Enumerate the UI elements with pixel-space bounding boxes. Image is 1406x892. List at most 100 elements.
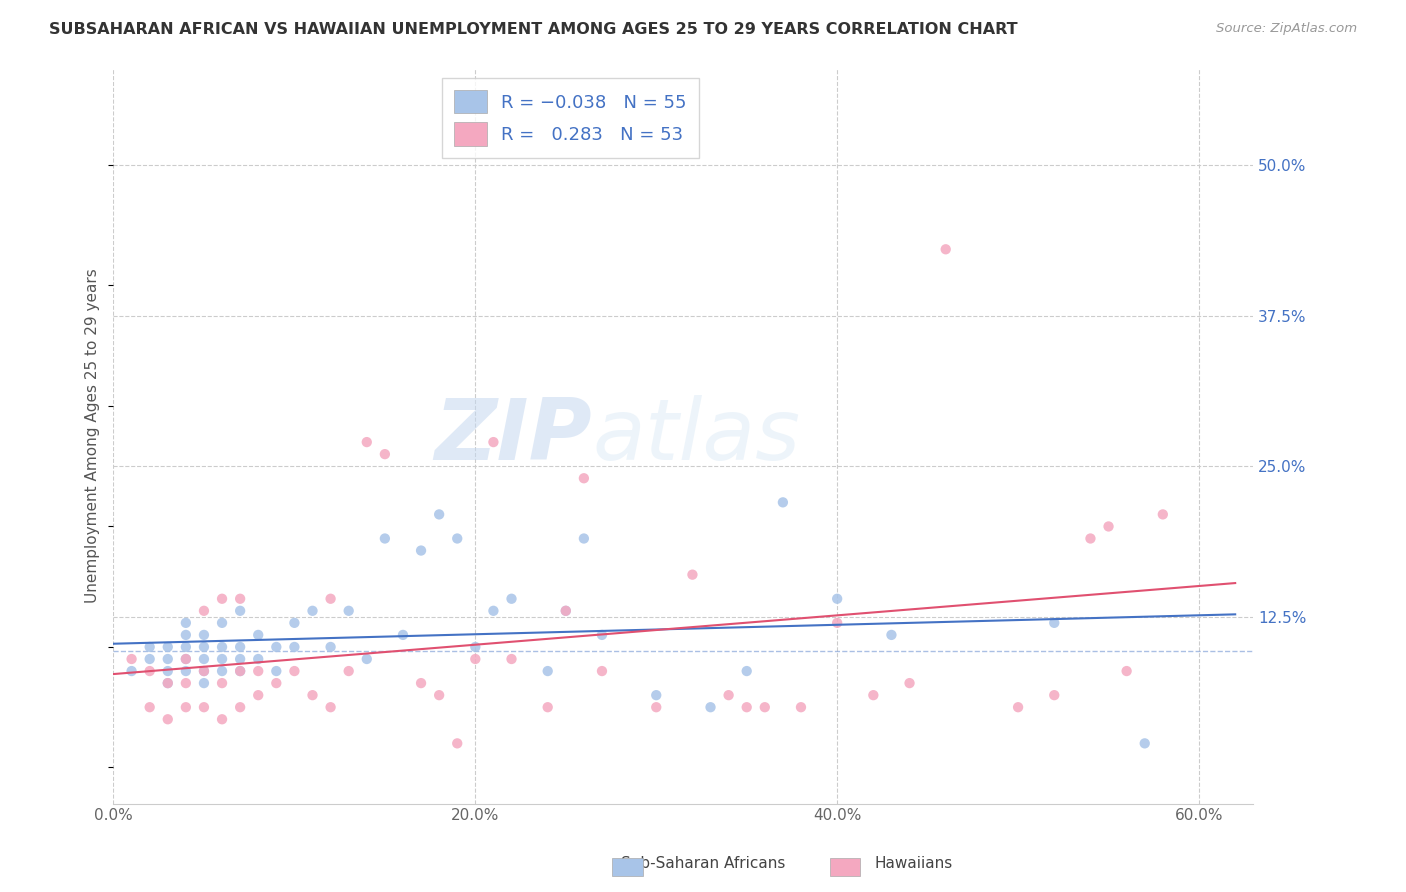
Point xyxy=(1080,532,1102,546)
Point xyxy=(1043,615,1066,630)
Legend: R = −0.038   N = 55, R =   0.283   N = 53: R = −0.038 N = 55, R = 0.283 N = 53 xyxy=(441,78,699,158)
Point xyxy=(537,700,560,714)
Point xyxy=(247,664,270,678)
Point xyxy=(356,435,378,450)
Point xyxy=(681,567,703,582)
Point xyxy=(156,652,179,666)
Point xyxy=(446,532,468,546)
Point xyxy=(825,615,848,630)
Point xyxy=(1007,700,1029,714)
Point xyxy=(554,604,576,618)
Point xyxy=(174,652,197,666)
Point xyxy=(392,628,415,642)
Point xyxy=(247,688,270,702)
Point xyxy=(374,532,396,546)
Point xyxy=(537,664,560,678)
Point xyxy=(337,604,360,618)
Point xyxy=(174,640,197,654)
Point xyxy=(156,664,179,678)
Point xyxy=(427,688,450,702)
Point xyxy=(591,664,613,678)
Point xyxy=(156,640,179,654)
Text: Hawaiians: Hawaiians xyxy=(875,856,953,871)
Point xyxy=(229,591,252,606)
Point xyxy=(337,664,360,678)
Point xyxy=(229,664,252,678)
Point xyxy=(772,495,794,509)
Point xyxy=(138,652,160,666)
Point xyxy=(645,700,668,714)
Point xyxy=(283,664,305,678)
Point xyxy=(591,628,613,642)
Point xyxy=(283,640,305,654)
Point xyxy=(174,628,197,642)
Point xyxy=(482,604,505,618)
Point xyxy=(572,532,595,546)
Text: ZIP: ZIP xyxy=(434,394,592,477)
Point xyxy=(229,700,252,714)
Point xyxy=(319,700,342,714)
Point xyxy=(754,700,776,714)
Point xyxy=(446,736,468,750)
Point xyxy=(735,664,758,678)
Point xyxy=(138,640,160,654)
Point xyxy=(1043,688,1066,702)
Point xyxy=(501,591,523,606)
Point xyxy=(283,615,305,630)
Point xyxy=(1133,736,1156,750)
Point xyxy=(174,664,197,678)
Point xyxy=(174,700,197,714)
Point xyxy=(319,591,342,606)
Point xyxy=(374,447,396,461)
Point xyxy=(193,652,215,666)
Point xyxy=(247,652,270,666)
Point xyxy=(193,604,215,618)
Point xyxy=(1115,664,1137,678)
Point xyxy=(121,652,143,666)
Point xyxy=(464,640,486,654)
Point xyxy=(211,615,233,630)
Point xyxy=(211,664,233,678)
Point xyxy=(482,435,505,450)
Point xyxy=(156,676,179,690)
Point xyxy=(174,615,197,630)
Text: atlas: atlas xyxy=(592,394,800,477)
Point xyxy=(409,543,432,558)
Point xyxy=(266,676,288,690)
Point xyxy=(572,471,595,485)
Point xyxy=(211,676,233,690)
Text: Sub-Saharan Africans: Sub-Saharan Africans xyxy=(621,856,785,871)
Point xyxy=(193,676,215,690)
Point xyxy=(409,676,432,690)
Point xyxy=(229,664,252,678)
Point xyxy=(174,652,197,666)
Point xyxy=(266,664,288,678)
Point xyxy=(266,640,288,654)
Point xyxy=(138,664,160,678)
Point xyxy=(717,688,740,702)
Point xyxy=(121,664,143,678)
Y-axis label: Unemployment Among Ages 25 to 29 years: Unemployment Among Ages 25 to 29 years xyxy=(86,268,100,604)
Point xyxy=(229,640,252,654)
Point xyxy=(645,688,668,702)
Point xyxy=(229,652,252,666)
Point xyxy=(193,664,215,678)
Point xyxy=(898,676,921,690)
Point xyxy=(301,604,323,618)
Point xyxy=(156,676,179,690)
Point xyxy=(1152,508,1174,522)
Point xyxy=(464,652,486,666)
Point xyxy=(247,628,270,642)
Point xyxy=(301,688,323,702)
Point xyxy=(174,676,197,690)
Point xyxy=(825,591,848,606)
Point xyxy=(211,712,233,726)
Point xyxy=(193,640,215,654)
Point xyxy=(211,591,233,606)
Point xyxy=(356,652,378,666)
Text: SUBSAHARAN AFRICAN VS HAWAIIAN UNEMPLOYMENT AMONG AGES 25 TO 29 YEARS CORRELATIO: SUBSAHARAN AFRICAN VS HAWAIIAN UNEMPLOYM… xyxy=(49,22,1018,37)
Point xyxy=(935,242,957,256)
Point xyxy=(193,628,215,642)
Point xyxy=(138,700,160,714)
Point xyxy=(501,652,523,666)
